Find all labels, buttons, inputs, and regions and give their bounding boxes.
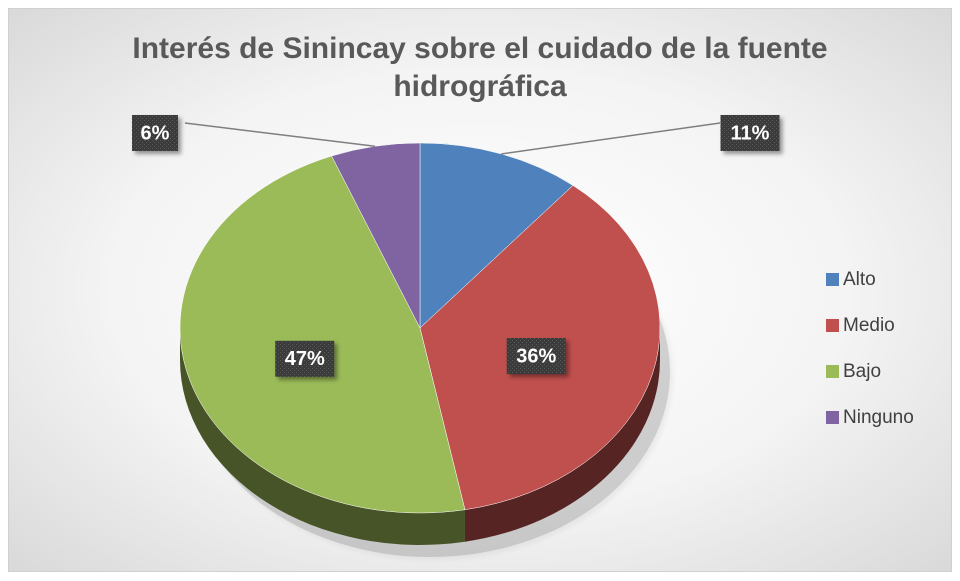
data-label: 11% (731, 122, 770, 144)
data-label-box (275, 340, 335, 377)
legend-label: Ninguno (843, 407, 914, 428)
legend-swatch (826, 273, 839, 286)
data-label: 6% (141, 122, 170, 144)
pie-slice (419, 142, 574, 329)
data-label-box (132, 115, 178, 151)
legend-label: Bajo (843, 361, 881, 382)
leader-line (501, 122, 721, 155)
pie-slice (179, 155, 466, 514)
pie-slice-side (464, 328, 660, 542)
legend-swatch (826, 319, 839, 332)
legend-label: Alto (843, 269, 876, 290)
data-label: 47% (285, 348, 325, 370)
data-label-box (720, 115, 780, 151)
chart-title: Interés de Sinincay sobre el cuidado de … (132, 32, 828, 103)
data-label: 36% (516, 345, 556, 367)
pie-slice-side (180, 328, 465, 545)
legend-label: Medio (843, 315, 895, 336)
legend-swatch (826, 411, 839, 424)
legend-swatch (826, 365, 839, 378)
data-label-box (506, 338, 566, 375)
leader-line (184, 122, 376, 148)
